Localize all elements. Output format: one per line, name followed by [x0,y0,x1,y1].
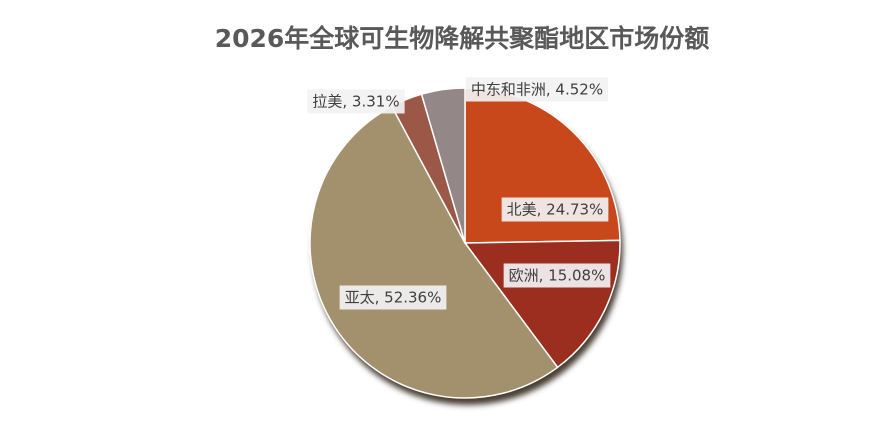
data-label: 拉美, 3.31% [312,93,399,111]
data-label-box [503,263,611,288]
data-label-box [465,77,609,102]
pie [309,87,621,399]
data-label: 欧洲, 15.08% [509,267,606,285]
data-label: 北美, 24.73% [507,201,604,219]
data-label-box [501,197,609,222]
data-label-box [307,89,405,114]
pie-slice [420,87,466,244]
data-label: 亚太, 52.36% [345,289,442,307]
data-label: 中东和非洲, 4.52% [471,81,603,99]
pie-slice [309,105,559,399]
chart-title: 2026年全球可生物降解共聚酯地区市场份额 [215,24,710,53]
data-label-box [339,285,447,310]
data-labels: 北美, 24.73% 欧洲, 15.08% 亚太, 52.36% 拉美, 3.31% 中… [307,77,611,310]
